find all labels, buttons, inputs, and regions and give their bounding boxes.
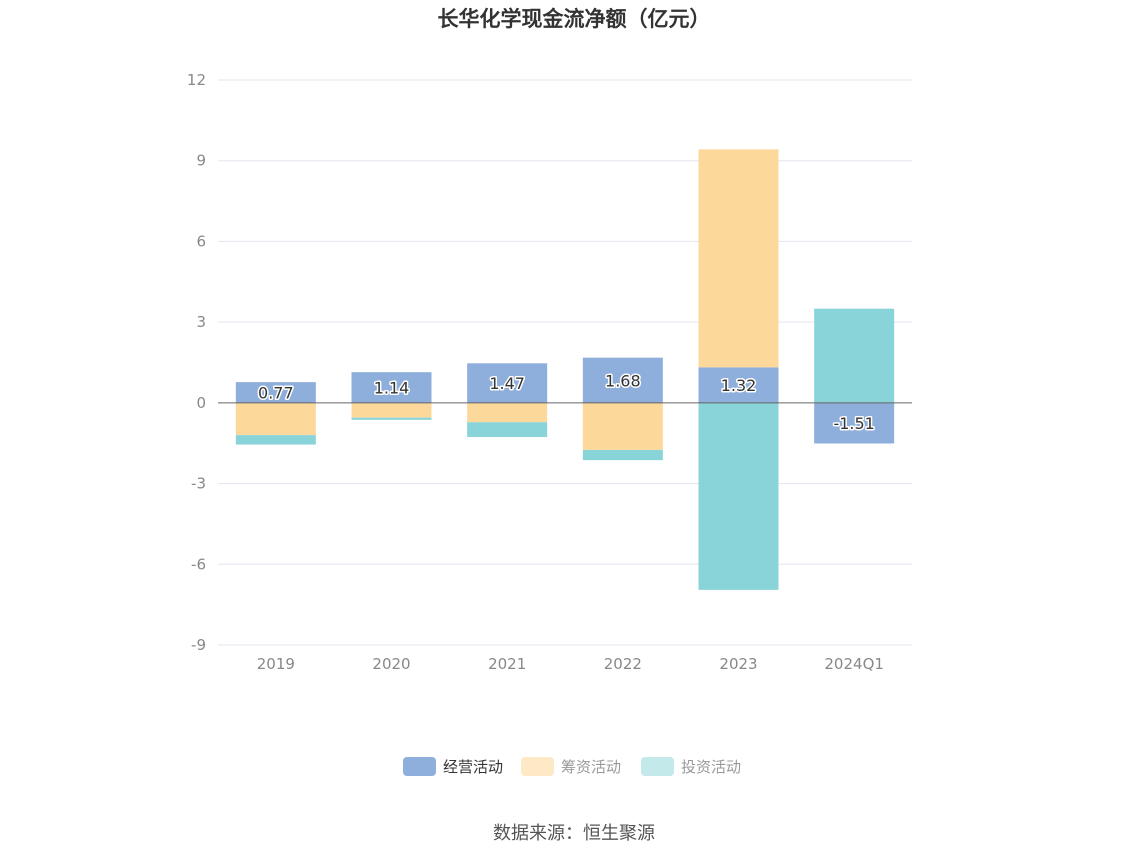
data-source: 数据来源：恒生聚源 [493,823,655,844]
legend-swatch [403,757,436,776]
x-axis: 2019 2020 2021 2022 2023 2024Q1 [257,655,884,673]
legend-label: 筹资活动 [561,758,621,776]
legend[interactable]: 经营活动 筹资活动 投资活动 [403,757,741,776]
x-tick-label: 2023 [719,655,757,673]
data-label: 1.68 [605,371,641,390]
data-labels: 0.77 1.14 1.47 1.68 1.32 -1.51 [257,370,877,435]
legend-swatch [521,757,554,776]
y-tick-label: 12 [187,71,206,89]
y-tick-label: -9 [191,636,206,654]
bar-segment [582,402,663,450]
bar-segment [467,402,548,423]
bar-segment [235,402,316,436]
bar-segment [582,357,663,403]
bar-segment [351,402,432,418]
bar-segment [698,402,779,590]
x-tick-label: 2021 [488,655,526,673]
y-tick-label: 6 [196,232,206,250]
data-label: -1.51 [833,414,874,433]
x-tick-label: 2024Q1 [824,655,884,673]
grid-lines [218,79,912,646]
bar-segment [235,435,316,445]
data-label: 0.77 [258,383,294,402]
x-tick-label: 2019 [257,655,295,673]
bar-segment [698,367,779,403]
data-label: 1.32 [721,376,757,395]
bar-segment [235,382,316,403]
legend-swatch [641,757,674,776]
legend-item[interactable]: 投资活动 [641,757,741,776]
y-tick-label: 0 [196,394,206,412]
bar-segment [814,402,895,444]
bar-segment [351,372,432,403]
bar-segment [351,417,432,420]
y-tick-label: -3 [191,475,206,493]
bars [235,149,895,590]
y-tick-label: -6 [191,555,206,573]
legend-label: 经营活动 [443,758,503,776]
bar-segment [698,149,779,368]
legend-item[interactable]: 筹资活动 [521,757,621,776]
chart-title: 长华化学现金流净额（亿元） [438,7,711,31]
y-axis: 12 9 6 3 0 -3 -6 -9 [187,71,206,654]
bar-segment [814,308,895,403]
bar-segment [467,422,548,438]
legend-label: 投资活动 [681,758,741,776]
bar-segment [582,449,663,461]
y-tick-label: 3 [196,313,206,331]
y-tick-label: 9 [196,152,206,170]
data-label: 1.47 [489,374,525,393]
legend-item[interactable]: 经营活动 [403,757,503,776]
x-tick-label: 2022 [604,655,642,673]
x-tick-label: 2020 [372,655,410,673]
bar-segment [467,363,548,403]
data-label: 1.14 [374,379,410,398]
